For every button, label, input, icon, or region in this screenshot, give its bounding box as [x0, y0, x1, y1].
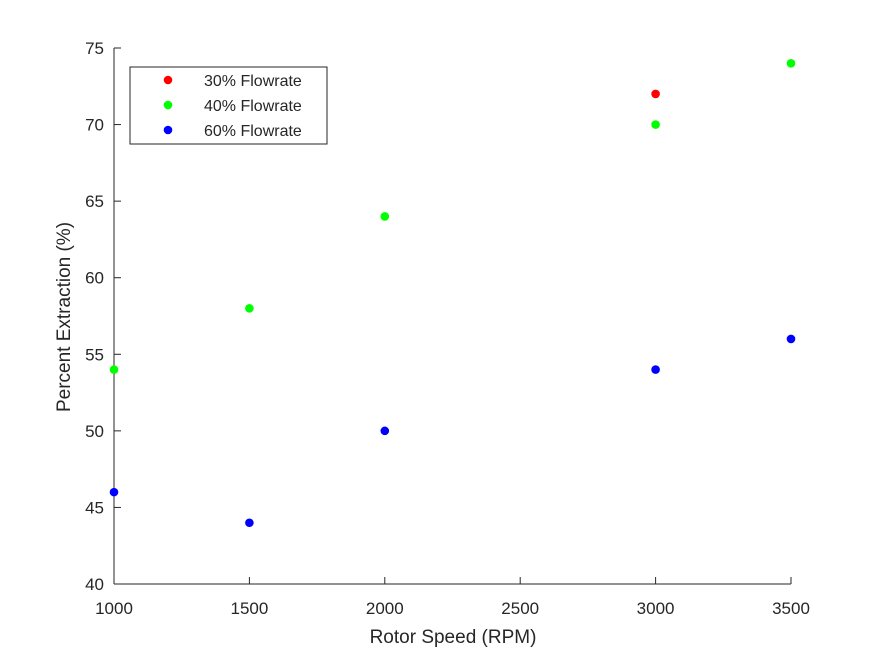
legend-label: 30% Flowrate [204, 73, 302, 90]
data-point-60-flowrate [109, 487, 119, 497]
y-tick-label: 40 [85, 575, 104, 594]
y-tick-label: 65 [85, 192, 104, 211]
legend-marker [163, 75, 173, 85]
legend-marker [163, 125, 173, 135]
legend-box [129, 66, 328, 145]
legend-marker [163, 100, 173, 110]
data-points [109, 59, 796, 528]
y-axis-label: Percent Extraction (%) [54, 222, 75, 412]
data-point-60-flowrate [380, 426, 390, 436]
x-axis-label: Rotor Speed (RPM) [370, 627, 537, 648]
data-point-30-flowrate [651, 89, 660, 99]
x-tick-label: 1500 [230, 599, 268, 618]
y-tick-label: 45 [85, 498, 104, 517]
legend-label: 40% Flowrate [204, 98, 302, 115]
data-point-60-flowrate [786, 334, 796, 344]
data-point-60-flowrate [245, 518, 254, 528]
data-point-40-flowrate [651, 120, 660, 129]
y-tick-label: 70 [85, 116, 104, 135]
axes: 1000 1500 2000 2500 3000 3500 40 45 50 55 60 65 70 75 [85, 39, 810, 618]
x-tick-label: 2000 [366, 599, 404, 618]
data-point-40-flowrate [786, 59, 796, 68]
y-tick-label: 60 [85, 269, 104, 288]
legend: 30% Flowrate 40% Flowrate 60% Flowrate [129, 66, 328, 145]
y-tick-label: 75 [85, 39, 104, 58]
legend-label: 60% Flowrate [204, 123, 302, 140]
data-point-60-flowrate [651, 365, 660, 374]
x-tick-label: 1000 [95, 599, 133, 618]
x-tick-label: 3000 [637, 599, 675, 618]
data-point-40-flowrate [245, 304, 254, 313]
y-tick-label: 55 [85, 345, 104, 364]
y-tick-label: 50 [85, 422, 104, 441]
data-point-40-flowrate [380, 212, 390, 221]
x-tick-label: 3500 [772, 599, 810, 618]
data-point-40-flowrate [109, 365, 119, 374]
x-tick-label: 2500 [501, 599, 539, 618]
